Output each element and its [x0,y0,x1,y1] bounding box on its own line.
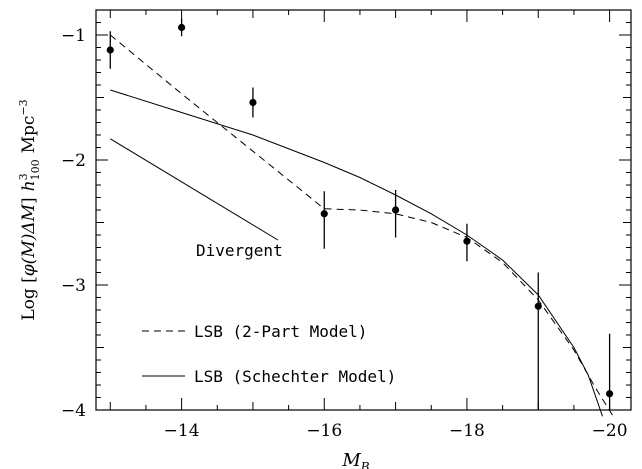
y-axis-label: Log [φ(M)ΔM]h3100Mpc−3 [17,99,42,320]
legend-label-2part: LSB (2-Part Model) [194,322,367,341]
x-tick-label: −18 [449,421,485,441]
divergent-annotation: Divergent [196,241,283,260]
data-point [534,302,542,310]
y-tick-label: −2 [61,151,86,171]
series-line-2 [110,138,279,241]
data-point [606,390,614,398]
data-point [392,206,400,214]
data-point [320,210,328,218]
y-tick-label: −3 [61,276,86,296]
data-point [463,237,471,245]
data-point [249,98,257,107]
y-tick-label: −1 [61,26,86,46]
data-points [106,18,614,410]
axis-ticks [96,9,631,411]
model-curves [109,34,614,417]
y-tick-label: −4 [61,401,86,421]
data-point [106,46,114,54]
axis-tick-labels: −14 −16 −18 −20 −1 −2 −3 −4 [61,26,628,441]
x-tick-label: −20 [592,421,628,441]
legend-label-schechter: LSB (Schechter Model) [194,367,396,386]
legend: LSB (2-Part Model) LSB (Schechter Model) [142,322,396,386]
series-line-1 [110,89,603,417]
x-axis-label: MB [341,450,369,469]
series-line-0 [109,34,614,417]
x-tick-label: −14 [164,421,200,441]
x-tick-label: −16 [306,421,342,441]
data-point [178,23,186,32]
